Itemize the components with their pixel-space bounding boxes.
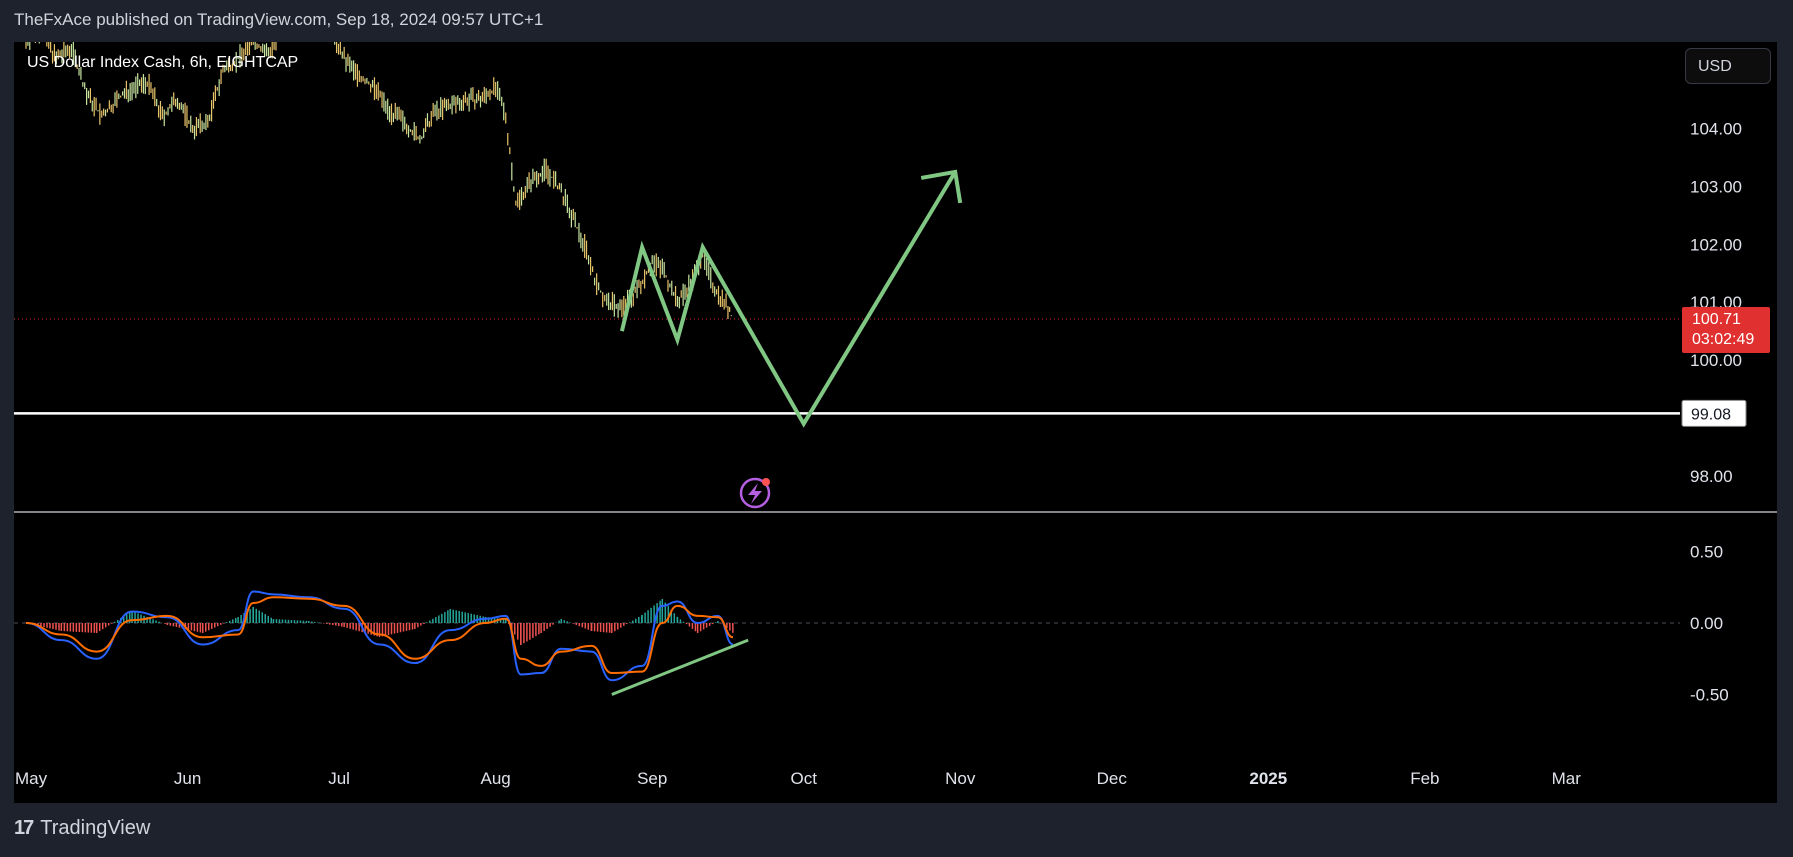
brand-name[interactable]: TradingView (40, 817, 151, 839)
time-axis-label: Dec (1097, 769, 1128, 788)
macd-axis-label: 0.50 (1690, 543, 1723, 562)
currency-button[interactable]: USD (1685, 48, 1771, 84)
macd-trendline (611, 638, 749, 696)
time-axis-label: Mar (1552, 769, 1582, 788)
macd-axis-label: -0.50 (1690, 686, 1729, 705)
price-badge-countdown: 03:02:49 (1692, 331, 1754, 348)
time-axis-label: Jul (328, 769, 350, 788)
price-series (25, 42, 732, 320)
macd-axis-label: 0.00 (1690, 614, 1723, 633)
time-axis-label: 2025 (1249, 769, 1287, 788)
macd-line (25, 590, 734, 682)
macd-pane (25, 590, 734, 682)
time-axis-label: Feb (1410, 769, 1439, 788)
time-axis-label: Jun (174, 769, 201, 788)
projection-path (619, 170, 957, 428)
time-axis-label: Nov (945, 769, 976, 788)
price-axis-label: 100.00 (1690, 351, 1742, 370)
tradingview-logo-icon[interactable]: 17 (14, 817, 34, 839)
price-axis-label: 104.00 (1690, 120, 1742, 139)
time-axis-label: Aug (481, 769, 511, 788)
price-badge-value: 100.71 (1692, 311, 1741, 328)
signal-line (25, 596, 734, 675)
time-axis-label: Oct (790, 769, 817, 788)
price-axis-label: 98.00 (1690, 467, 1733, 486)
support-badge-value: 99.08 (1691, 406, 1731, 423)
chart-area[interactable] (14, 42, 1777, 803)
price-axis-label: 102.00 (1690, 235, 1742, 254)
time-axis-label: May (15, 769, 48, 788)
footer: 17 TradingView (14, 817, 150, 840)
notification-dot-icon (762, 478, 770, 486)
lightning-icon-bolt (748, 483, 762, 504)
lightning-icon (739, 477, 771, 509)
price-badge-bg (1682, 306, 1770, 353)
support-badge-bg (1681, 399, 1747, 427)
time-axis-label: Sep (637, 769, 667, 788)
publisher-line: TheFxAce published on TradingView.com, S… (14, 10, 544, 29)
price-axis-label: 103.00 (1690, 177, 1742, 196)
symbol-title[interactable]: US Dollar Index Cash, 6h, EIGHTCAP (27, 54, 299, 71)
projection-arrowhead (920, 169, 963, 204)
